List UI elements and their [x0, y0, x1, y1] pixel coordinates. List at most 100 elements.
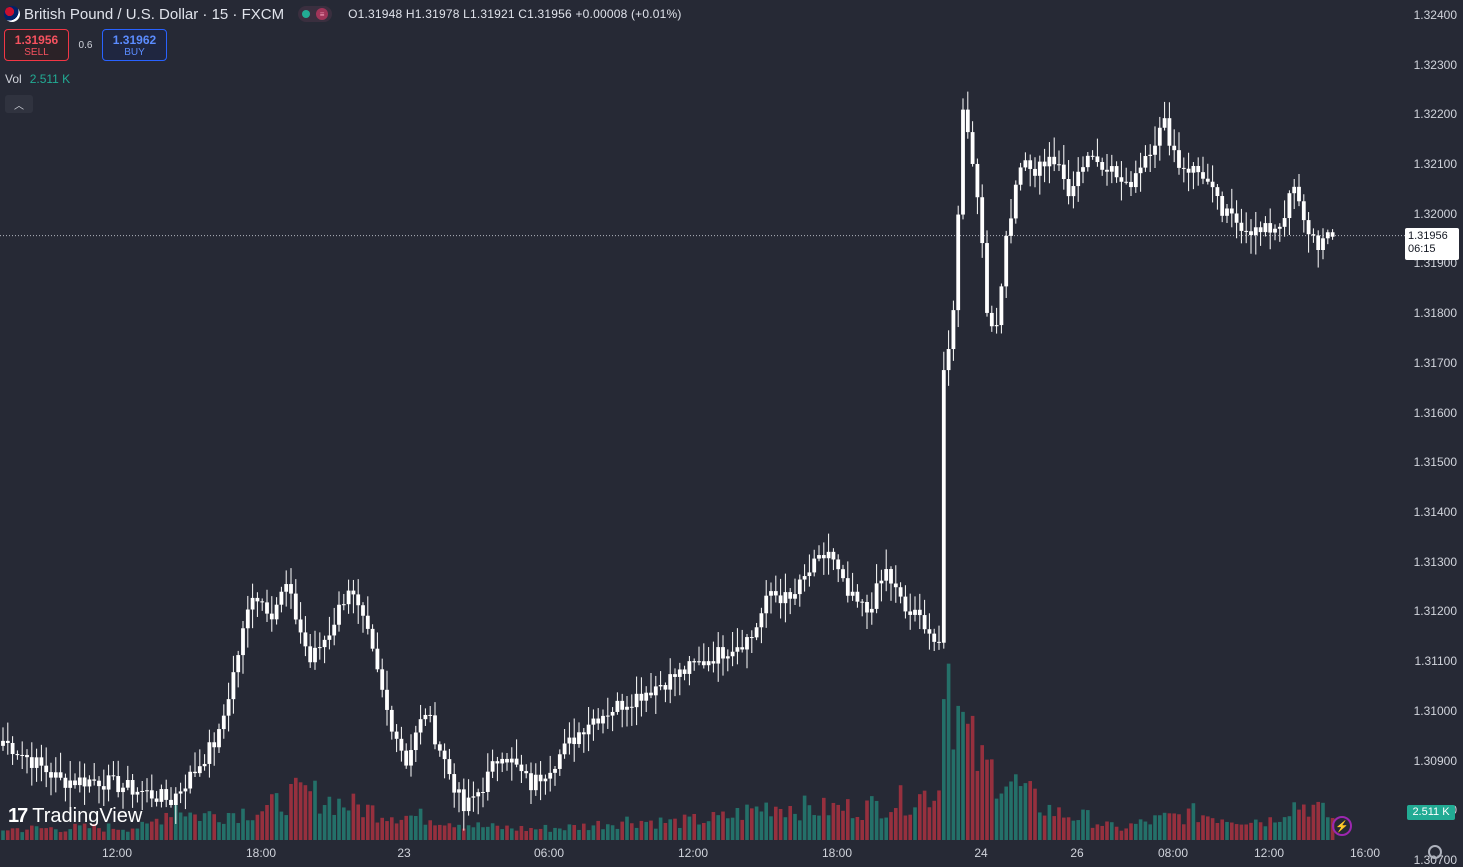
candle-body[interactable] — [34, 757, 39, 768]
candle-body[interactable] — [1268, 223, 1273, 233]
candle-body[interactable] — [826, 551, 831, 559]
candle-body[interactable] — [946, 349, 951, 371]
candle-body[interactable] — [82, 777, 87, 787]
candle-body[interactable] — [538, 774, 543, 782]
candle-body[interactable] — [869, 608, 874, 613]
candle-body[interactable] — [1109, 166, 1114, 172]
candle-body[interactable] — [975, 163, 980, 198]
candle-body[interactable] — [596, 718, 601, 724]
candle-body[interactable] — [293, 593, 298, 620]
collapse-legend-button[interactable]: ︿ — [5, 95, 33, 113]
candle-body[interactable] — [932, 633, 937, 642]
candle-body[interactable] — [1090, 155, 1095, 157]
candlestick-chart[interactable] — [0, 0, 1405, 840]
candle-body[interactable] — [697, 661, 701, 663]
candle-body[interactable] — [197, 766, 202, 774]
candle-body[interactable] — [524, 771, 529, 774]
candle-body[interactable] — [1095, 156, 1100, 163]
settings-gear-icon[interactable] — [1428, 845, 1442, 859]
candle-body[interactable] — [15, 754, 20, 756]
candle-body[interactable] — [63, 777, 68, 788]
candle-body[interactable] — [519, 764, 524, 772]
candle-body[interactable] — [706, 661, 711, 666]
candle-body[interactable] — [111, 775, 116, 777]
candle-body[interactable] — [447, 759, 452, 775]
candle-body[interactable] — [375, 648, 380, 670]
candle-body[interactable] — [529, 773, 533, 791]
candle-body[interactable] — [1220, 196, 1225, 216]
candle-body[interactable] — [265, 602, 269, 614]
candle-body[interactable] — [802, 576, 807, 580]
candle-body[interactable] — [965, 109, 970, 133]
candle-body[interactable] — [1100, 162, 1105, 170]
candle-body[interactable] — [682, 669, 687, 674]
candle-body[interactable] — [409, 750, 413, 766]
candle-body[interactable] — [730, 651, 735, 657]
candle-body[interactable] — [1129, 181, 1133, 188]
candle-body[interactable] — [1191, 165, 1196, 173]
candle-body[interactable] — [663, 685, 668, 690]
candle-body[interactable] — [567, 737, 572, 744]
candle-body[interactable] — [778, 595, 783, 604]
candle-body[interactable] — [1229, 208, 1234, 214]
candle-body[interactable] — [188, 771, 193, 789]
candle-body[interactable] — [284, 584, 289, 592]
candle-body[interactable] — [673, 674, 677, 677]
candle-body[interactable] — [1061, 164, 1066, 180]
candle-body[interactable] — [404, 750, 409, 766]
candle-body[interactable] — [269, 613, 274, 620]
candle-body[interactable] — [1, 740, 5, 746]
candle-body[interactable] — [303, 632, 308, 647]
chart-pane[interactable] — [0, 0, 1405, 840]
candle-body[interactable] — [149, 790, 154, 799]
candle-body[interactable] — [1205, 178, 1210, 182]
candle-body[interactable] — [514, 758, 519, 765]
candle-body[interactable] — [793, 594, 797, 599]
candle-body[interactable] — [1057, 164, 1061, 166]
candle-body[interactable] — [629, 706, 634, 708]
candle-body[interactable] — [1277, 226, 1282, 229]
candle-body[interactable] — [399, 738, 404, 751]
candle-body[interactable] — [44, 765, 49, 773]
candle-body[interactable] — [1301, 201, 1306, 221]
candle-body[interactable] — [49, 772, 53, 778]
candle-body[interactable] — [221, 715, 226, 730]
candle-body[interactable] — [322, 639, 327, 648]
candle-body[interactable] — [1287, 193, 1292, 219]
candle-body[interactable] — [1273, 228, 1277, 233]
buy-button[interactable]: 1.31962 BUY — [102, 29, 167, 61]
candle-body[interactable] — [25, 754, 29, 758]
candle-body[interactable] — [701, 661, 706, 666]
candle-body[interactable] — [68, 780, 73, 788]
candle-body[interactable] — [1076, 171, 1081, 187]
candle-body[interactable] — [346, 590, 351, 605]
candle-body[interactable] — [961, 109, 965, 215]
candle-body[interactable] — [1321, 238, 1325, 250]
candle-body[interactable] — [183, 788, 188, 792]
candle-body[interactable] — [797, 579, 802, 595]
symbol-title[interactable]: British Pound / U.S. Dollar · 15 · FXCM — [24, 5, 285, 23]
candle-body[interactable] — [130, 780, 135, 795]
candle-body[interactable] — [154, 798, 159, 802]
candle-body[interactable] — [289, 584, 293, 594]
candle-body[interactable] — [351, 590, 356, 595]
candle-body[interactable] — [1013, 184, 1018, 219]
candle-body[interactable] — [226, 699, 231, 716]
candle-body[interactable] — [855, 591, 860, 602]
candle-body[interactable] — [1325, 232, 1330, 239]
candle-body[interactable] — [572, 737, 577, 745]
candle-body[interactable] — [1018, 167, 1023, 185]
candle-body[interactable] — [581, 732, 586, 735]
candle-body[interactable] — [250, 597, 255, 610]
candle-body[interactable] — [605, 715, 610, 717]
candle-body[interactable] — [884, 569, 889, 581]
candle-body[interactable] — [385, 689, 389, 710]
candle-body[interactable] — [725, 656, 730, 659]
candle-body[interactable] — [543, 778, 548, 782]
candle-body[interactable] — [202, 763, 207, 767]
candle-body[interactable] — [413, 732, 418, 751]
candle-body[interactable] — [989, 312, 994, 327]
candle-body[interactable] — [1225, 208, 1229, 216]
candle-body[interactable] — [1172, 145, 1177, 151]
candle-body[interactable] — [625, 706, 629, 710]
